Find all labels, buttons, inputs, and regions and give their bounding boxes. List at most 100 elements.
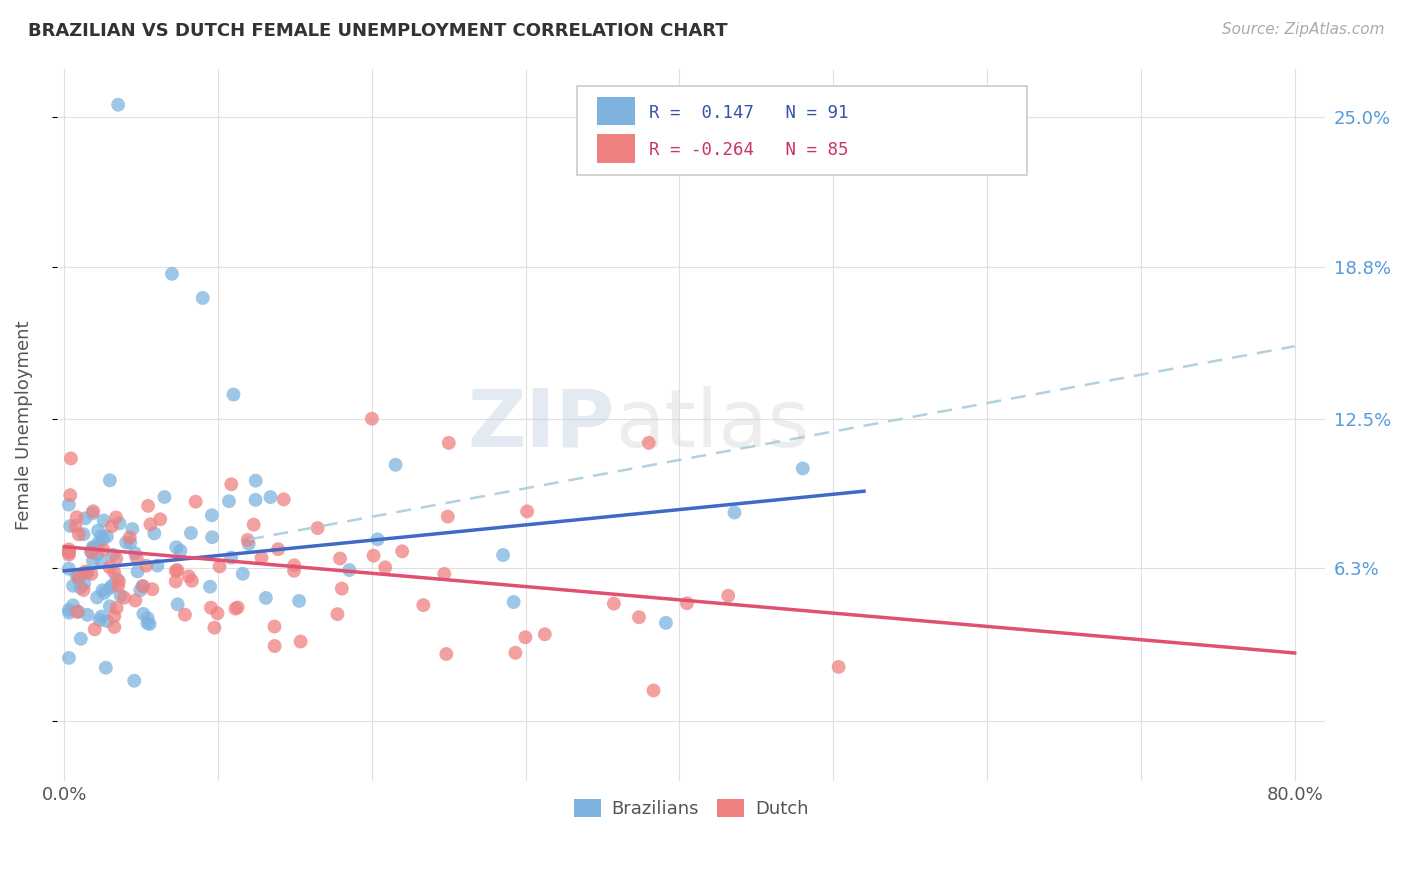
Point (87, 524, 110, 538)
Point (80, 544, 103, 558)
Point (329, 551, 352, 566)
Point (143, 526, 166, 541)
Point (201, 508, 224, 523)
Point (132, 607, 155, 621)
Point (412, 598, 434, 612)
Point (62, 579, 84, 593)
Point (129, 583, 152, 598)
Point (245, 492, 267, 507)
Point (59, 519, 82, 533)
Point (202, 621, 225, 635)
Point (58, 606, 80, 620)
Point (59, 488, 82, 502)
Point (93, 586, 115, 600)
Point (82, 540, 104, 554)
Point (58, 651, 80, 665)
Point (58, 545, 80, 559)
Point (245, 474, 267, 488)
Point (131, 579, 153, 593)
Point (132, 579, 155, 593)
Point (103, 565, 125, 579)
Point (273, 492, 295, 507)
Point (374, 560, 396, 574)
Point (93, 542, 115, 557)
Point (283, 564, 305, 578)
Point (118, 531, 141, 545)
Point (165, 574, 187, 589)
Point (437, 435, 460, 450)
Point (283, 558, 305, 573)
Point (515, 630, 537, 644)
Point (96, 614, 118, 628)
Point (66, 605, 89, 619)
Point (80, 545, 103, 559)
Point (384, 458, 406, 472)
Point (263, 639, 285, 653)
Point (98, 581, 121, 595)
Point (108, 574, 131, 588)
Point (82, 554, 104, 568)
Point (505, 646, 527, 660)
Point (115, 535, 138, 549)
Point (242, 517, 264, 532)
Point (225, 601, 247, 615)
Point (221, 477, 243, 491)
Point (58, 562, 80, 576)
Point (232, 566, 254, 581)
Point (146, 558, 169, 573)
Point (492, 548, 515, 562)
Legend: Brazilians, Dutch: Brazilians, Dutch (567, 791, 815, 825)
Point (124, 593, 146, 607)
Point (98, 599, 121, 614)
Point (165, 564, 187, 578)
Point (184, 494, 207, 508)
Point (89, 613, 111, 627)
Point (67, 605, 90, 619)
Point (201, 530, 224, 544)
FancyBboxPatch shape (598, 96, 636, 125)
Point (207, 607, 229, 621)
Point (86, 547, 108, 561)
Point (326, 607, 349, 622)
Y-axis label: Female Unemployment: Female Unemployment (15, 320, 32, 530)
Point (250, 550, 273, 565)
Point (208, 559, 231, 574)
Point (108, 516, 131, 531)
Point (127, 565, 149, 579)
Point (58, 545, 80, 559)
FancyBboxPatch shape (598, 134, 636, 162)
Point (80, 566, 103, 581)
Point (643, 683, 665, 698)
Point (86, 591, 108, 605)
Point (110, 589, 132, 603)
Point (533, 627, 555, 641)
Point (288, 594, 311, 608)
Point (136, 615, 159, 630)
Point (254, 591, 277, 605)
Point (139, 517, 162, 532)
Point (433, 566, 456, 581)
Point (112, 591, 135, 605)
Point (69, 581, 91, 595)
Point (267, 542, 290, 557)
Point (105, 572, 128, 586)
Point (676, 596, 699, 610)
Point (76, 607, 98, 622)
Point (107, 97, 129, 112)
Point (67, 527, 90, 541)
Point (72, 582, 94, 597)
Point (103, 548, 125, 562)
Point (337, 563, 360, 577)
Point (91, 532, 114, 546)
Point (198, 580, 221, 594)
Point (149, 512, 172, 526)
Point (98, 473, 121, 487)
Point (98, 560, 121, 574)
Point (94, 661, 117, 675)
Point (603, 597, 626, 611)
Point (655, 615, 678, 630)
Point (103, 620, 125, 634)
Point (76, 566, 98, 580)
Point (160, 267, 183, 281)
Point (177, 569, 200, 583)
